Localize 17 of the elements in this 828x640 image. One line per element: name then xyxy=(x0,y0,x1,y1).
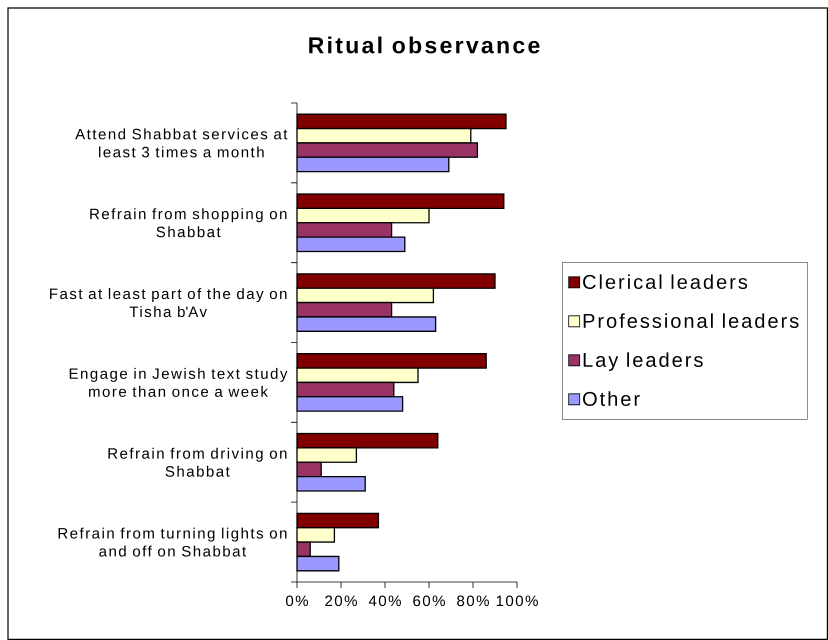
x-tick-label: 0% xyxy=(286,596,308,606)
legend-label: Clerical leaders xyxy=(583,274,748,290)
y-tick-label: Engage in Jewish text study more than once a week xyxy=(70,368,288,397)
x-tick-label: 40% xyxy=(368,596,401,606)
chart-title: Ritual observance xyxy=(309,36,540,54)
legend-label: Professional leaders xyxy=(584,313,799,328)
y-tick-label: Fast at least part of the day on Tisha b'Av xyxy=(50,288,286,318)
x-tick-label: 20% xyxy=(325,596,357,606)
x-tick-label: 80% xyxy=(457,596,489,606)
x-tick-label: 100% xyxy=(496,596,538,606)
x-tick-label: 60% xyxy=(413,596,445,606)
y-tick-label: Refrain from shopping on Shabbat xyxy=(90,208,286,238)
y-tick-label: Attend Shabbat services at least 3 times a month xyxy=(75,128,288,158)
legend-label: Lay leaders xyxy=(584,352,703,371)
y-tick-label: Refrain from turning lights on and off on Shabbat xyxy=(58,528,286,557)
legend-label: Other xyxy=(583,391,640,406)
y-tick-label: Refrain from driving on Shabbat xyxy=(108,448,286,477)
